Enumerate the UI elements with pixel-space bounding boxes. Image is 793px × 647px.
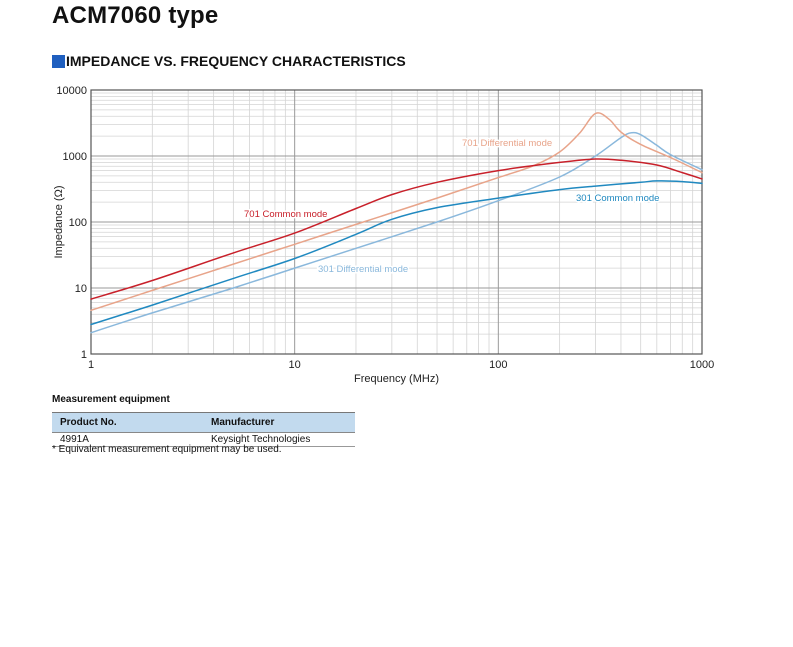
manufacturer-cell: Keysight Technologies <box>203 432 355 447</box>
y-axis-label: Impedance (Ω) <box>53 185 65 258</box>
label-301-differential: 301 Differential mode <box>318 264 408 275</box>
x-axis-label: Frequency (MHz) <box>354 373 439 385</box>
y-tick-label: 100 <box>69 217 87 229</box>
series-line-301-differential <box>90 131 703 334</box>
footnote: * Equivalent measurement equipment may b… <box>52 444 282 455</box>
x-tick-label: 100 <box>489 359 507 371</box>
y-tick-label: 1 <box>81 349 87 361</box>
product-cell: 4991A <box>52 432 203 447</box>
x-tick-label: 1 <box>88 359 94 371</box>
measurement-table: Product No. Manufacturer 4991A Keysight … <box>52 412 355 447</box>
table-row: 4991A Keysight Technologies <box>52 432 355 447</box>
series-line-701-common <box>90 158 703 300</box>
y-tick-label: 1000 <box>63 151 87 163</box>
section-heading: IMPEDANCE VS. FREQUENCY CHARACTERISTICS <box>52 53 406 69</box>
label-301-common: 301 Common mode <box>576 193 659 204</box>
section-marker-icon <box>52 54 65 68</box>
table-header-row: Product No. Manufacturer <box>52 412 355 433</box>
series-line-301-common <box>90 180 703 326</box>
column-header-manufacturer: Manufacturer <box>203 412 355 433</box>
y-tick-label: 10000 <box>56 85 87 97</box>
column-header-product: Product No. <box>52 412 203 433</box>
measurement-title: Measurement equipment <box>52 394 170 405</box>
label-701-differential: 701 Differential mode <box>462 138 552 149</box>
plot-frame <box>90 89 703 355</box>
section-heading-text: IMPEDANCE VS. FREQUENCY CHARACTERISTICS <box>66 53 406 69</box>
label-701-common: 701 Common mode <box>244 209 327 220</box>
page-title: ACM7060 type <box>52 2 219 29</box>
x-tick-label: 1000 <box>690 359 714 371</box>
impedance-frequency-chart: 1 10 100 1000 1 10 100 1000 10000 Frequency (MHz)… <box>53 85 714 385</box>
x-tick-label: 10 <box>289 359 301 371</box>
y-tick-label: 10 <box>75 283 87 295</box>
